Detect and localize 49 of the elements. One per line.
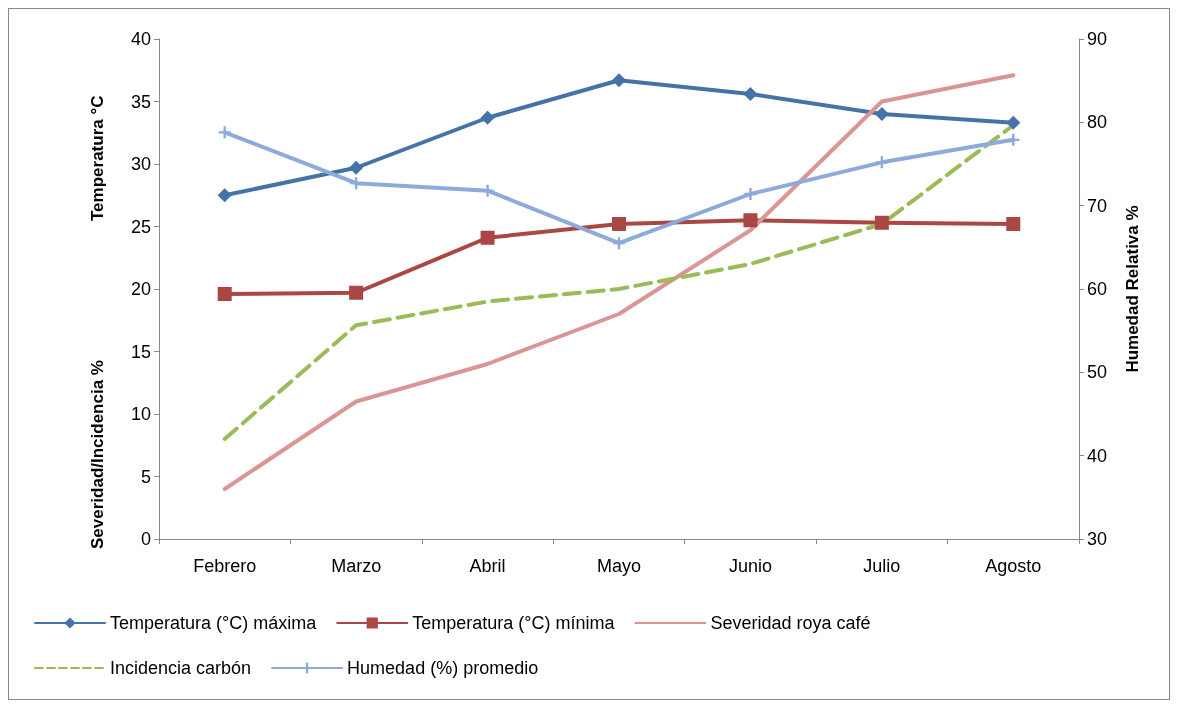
y-tick-label: 30	[130, 154, 151, 174]
legend-label: Temperatura (°C) máxima	[110, 613, 318, 633]
point	[1006, 115, 1021, 130]
point	[480, 110, 495, 125]
point	[217, 188, 232, 203]
point	[612, 217, 626, 231]
y2-tick-label: 30	[1087, 529, 1108, 549]
y2-tick-label: 60	[1087, 279, 1108, 299]
text: Severidad/Incidencia %	[88, 360, 107, 549]
x-tick-label: Junio	[728, 556, 772, 576]
legend-label: Severidad roya café	[710, 613, 871, 633]
y-tick-label: 25	[130, 216, 151, 237]
y-tick-label: 0	[140, 529, 151, 549]
point	[1006, 217, 1021, 231]
y-tick-label: 40	[130, 29, 151, 49]
point	[349, 285, 364, 300]
y2-tick-label: 80	[1087, 112, 1108, 133]
point	[612, 73, 626, 88]
point	[875, 156, 888, 169]
point	[218, 126, 231, 139]
y2-tick-label: 90	[1087, 29, 1108, 49]
x-tick-label: Agosto	[985, 556, 1042, 576]
legend-label: Humedad (%) promedio	[347, 658, 539, 678]
y-tick-label: 35	[130, 91, 151, 112]
x-tick-label: Abril	[469, 556, 506, 576]
x-tick-label: Febrero	[193, 556, 257, 576]
y-tick-label: 10	[130, 404, 151, 424]
y2-tick-label: 70	[1087, 195, 1108, 216]
x-tick-label: Julio	[863, 556, 901, 576]
point	[217, 287, 232, 301]
point	[874, 215, 889, 230]
point	[744, 188, 757, 200]
point	[743, 87, 758, 101]
point	[874, 107, 889, 121]
y2-axis-title: Humedad Relativa %	[1123, 205, 1142, 373]
x-tick-label: Mayo	[596, 556, 642, 576]
y-tick-label: 15	[130, 341, 151, 362]
y-tick-label: 20	[130, 279, 151, 299]
legend-label: Temperatura (°C) mínima	[412, 613, 616, 633]
y2-tick-label: 50	[1087, 362, 1108, 383]
y2-tick-label: 40	[1087, 445, 1108, 466]
legend-label: Incidencia carbón	[110, 658, 252, 678]
x-tick-label: Marzo	[331, 556, 382, 576]
line-series	[222, 73, 1016, 491]
point	[480, 230, 495, 245]
y-tick-label: 5	[140, 466, 151, 487]
point	[349, 160, 364, 175]
point	[743, 213, 758, 228]
y-axis-title: Temperatura °C	[88, 95, 107, 221]
